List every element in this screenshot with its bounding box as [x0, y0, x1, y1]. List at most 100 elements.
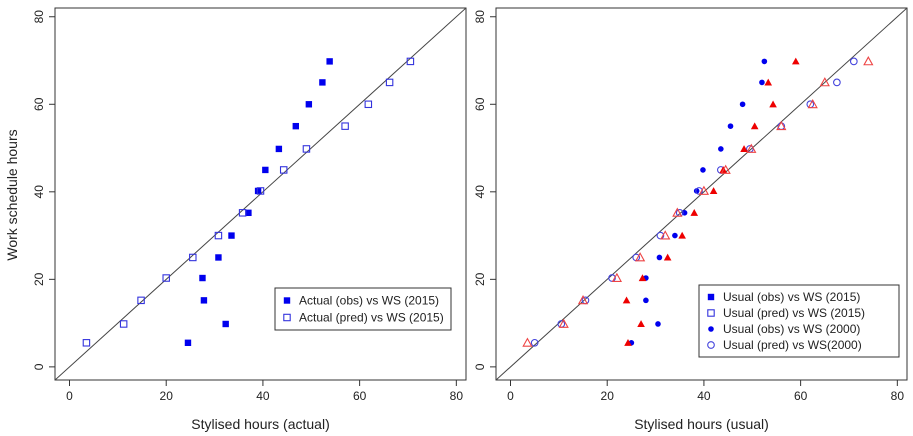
data-point [655, 321, 661, 327]
data-point [678, 231, 686, 239]
y-tick-label: 60 [473, 97, 487, 111]
data-point [634, 252, 646, 262]
data-point [643, 297, 649, 304]
data-point [522, 337, 533, 347]
data-point [718, 146, 724, 152]
data-point [385, 78, 394, 87]
data-point [690, 209, 699, 216]
legend-label: Actual (pred) vs WS (2015) [299, 311, 444, 325]
data-point [819, 77, 830, 87]
y-tick-label: 60 [32, 97, 46, 111]
data-point [727, 123, 734, 129]
data-point [558, 318, 569, 328]
data-point [637, 320, 645, 328]
data-point [672, 207, 683, 217]
data-point [739, 101, 746, 108]
data-point [326, 58, 333, 65]
data-point [720, 164, 731, 174]
data-point [638, 274, 647, 282]
data-point [698, 185, 710, 195]
y-tick-label: 80 [32, 10, 46, 24]
data-point [245, 209, 252, 217]
legend-label: Usual (pred) vs WS(2000) [723, 338, 862, 352]
x-tick-label: 0 [66, 389, 73, 403]
data-point [406, 57, 415, 66]
y-tick-label: 0 [32, 363, 46, 370]
data-point [761, 58, 768, 65]
x-tick-label: 80 [891, 389, 905, 403]
data-point [663, 253, 672, 261]
y-tick-label: 80 [473, 10, 487, 24]
data-point [214, 231, 223, 240]
legend-label: Usual (obs) vs WS (2015) [723, 290, 860, 304]
plot-frame [54, 7, 467, 381]
data-point [624, 339, 632, 346]
data-point [611, 272, 623, 282]
data-point [254, 187, 262, 195]
legend: Actual (obs) vs WS (2015) Actual (pred) v… [274, 287, 452, 331]
data-point [279, 166, 288, 174]
data-point [292, 122, 299, 130]
legend: Usual (obs) vs WS (2015) Usual (pred) vs … [698, 284, 900, 358]
data-point [833, 78, 841, 87]
x-tick-label: 40 [697, 389, 711, 403]
data-point [200, 297, 208, 304]
data-point [341, 122, 349, 130]
data-point [693, 188, 700, 194]
legend-marker [707, 341, 715, 349]
series [522, 56, 874, 347]
data-point [660, 230, 671, 240]
data-point [764, 78, 773, 86]
x-tick-label: 60 [353, 389, 367, 403]
data-point [199, 274, 206, 282]
x-tick-label: 20 [160, 389, 174, 403]
data-point [530, 338, 539, 347]
data-point [608, 274, 616, 282]
legend-label: Usual (obs) vs WS (2000) [723, 322, 860, 336]
data-point [189, 253, 197, 262]
data-point [769, 100, 777, 108]
data-point [695, 187, 703, 195]
legend-marker [283, 297, 291, 304]
series [184, 58, 333, 346]
panel-left: 0 20 40 60 80 0 20 40 60 80 Stylised hours (actual… [32, 7, 467, 432]
data-point [776, 120, 787, 131]
data-point [740, 145, 748, 152]
legend-label: Usual (pred) vs WS (2015) [723, 306, 865, 320]
data-point [863, 56, 874, 66]
data-point [162, 274, 170, 282]
data-point [305, 101, 313, 108]
y-tick-label: 20 [32, 272, 46, 286]
data-point [215, 254, 222, 261]
legend-marker [283, 313, 291, 322]
data-point [275, 145, 283, 153]
x-tick-label: 20 [601, 389, 615, 403]
data-point [228, 232, 235, 239]
data-point [238, 209, 247, 217]
y-tick-label: 0 [473, 363, 487, 370]
data-point [82, 339, 91, 347]
x-tick-label: 60 [794, 389, 808, 403]
legend-box [698, 284, 900, 358]
legend-box [274, 287, 452, 331]
legend-marker [707, 309, 715, 317]
panel-right: 0 20 40 60 80 0 20 40 60 80 Stylised hours (usual)… [473, 7, 908, 432]
data-point [656, 254, 663, 261]
data-point [746, 143, 757, 153]
x-tick-label: 40 [256, 389, 270, 403]
data-point [849, 57, 858, 66]
data-point [672, 232, 678, 239]
data-point [709, 187, 718, 194]
y-tick-label: 20 [473, 272, 487, 286]
data-point [222, 320, 229, 328]
data-point [184, 339, 192, 346]
data-point [137, 296, 145, 305]
data-point [262, 166, 269, 174]
x-tick-label: 80 [450, 389, 464, 403]
data-point [256, 187, 265, 195]
data-point [319, 79, 326, 86]
data-point [759, 79, 765, 86]
data-point [656, 231, 665, 240]
series [82, 57, 415, 347]
